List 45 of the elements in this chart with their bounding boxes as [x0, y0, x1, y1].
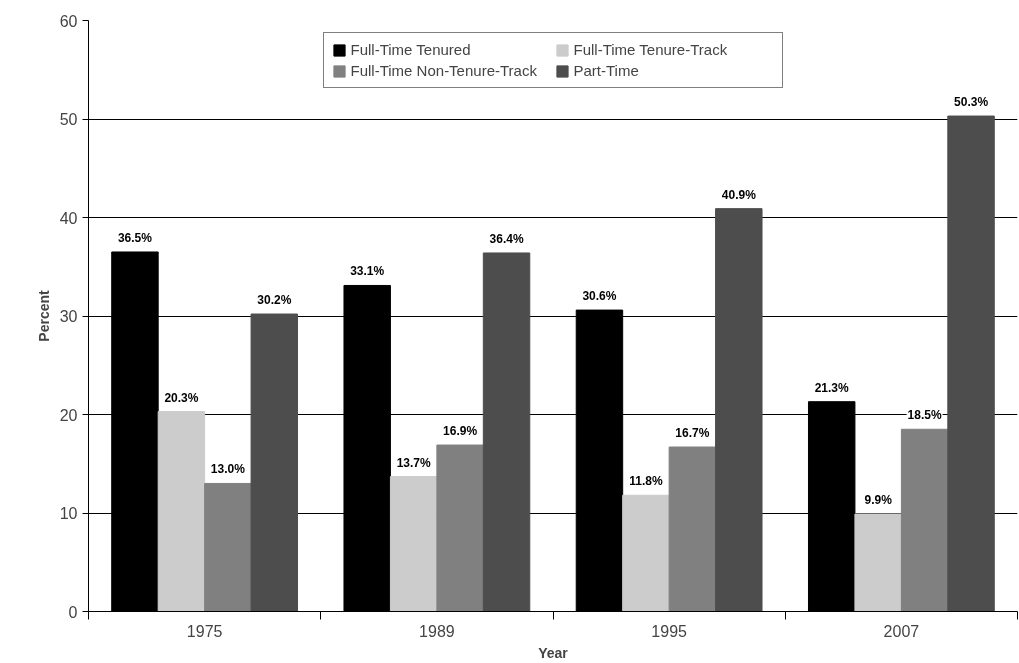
y-tick-label: 0 [68, 603, 78, 621]
y-tick-label: 20 [59, 406, 78, 424]
bar [668, 446, 717, 612]
data-label: 21.3% [814, 380, 850, 395]
bar [250, 313, 299, 612]
y-tick-label: 10 [59, 505, 78, 522]
bar [622, 494, 670, 612]
bar [204, 482, 252, 612]
x-tick-label: 1975 [186, 622, 223, 640]
y-tick-label: 30 [59, 308, 78, 325]
data-label: 9.9% [864, 492, 893, 507]
bar [715, 208, 763, 612]
bar [389, 476, 438, 612]
legend-label: Full-Time Non-Tenure-Track [350, 62, 538, 79]
bar [436, 444, 484, 612]
bar [947, 115, 995, 612]
bar [900, 428, 949, 612]
data-label: 33.1% [350, 264, 385, 279]
legend-label: Part-Time [573, 62, 640, 79]
bar [482, 252, 531, 612]
data-label: 18.5% [907, 408, 942, 423]
y-tick-label: 50 [59, 111, 78, 128]
data-label: 16.9% [443, 424, 478, 439]
data-label: 50.3% [954, 95, 989, 110]
data-label: 13.7% [396, 455, 431, 470]
y-tick-label: 40 [59, 209, 78, 227]
y-axis-title: Percent [35, 289, 52, 342]
data-label: 16.7% [675, 426, 710, 441]
bar [854, 513, 902, 612]
data-label: 36.4% [489, 231, 524, 246]
data-label: 30.6% [582, 289, 617, 304]
data-label: 36.5% [117, 230, 153, 245]
x-tick-label: 1989 [419, 622, 455, 640]
data-label: 30.2% [257, 293, 292, 308]
legend-label: Full-Time Tenure-Track [573, 41, 729, 58]
data-label: 13.0% [210, 462, 246, 477]
data-label: 40.9% [721, 187, 757, 202]
x-tick-label: 1995 [651, 622, 688, 640]
x-axis-title: Year [538, 644, 569, 661]
legend-label: Full-Time Tenured [350, 41, 472, 58]
bar [157, 411, 206, 612]
data-label: 20.3% [164, 390, 199, 405]
data-label: 11.8% [629, 474, 663, 489]
x-tick-label: 2007 [883, 622, 920, 640]
y-tick-label: 60 [59, 12, 78, 30]
